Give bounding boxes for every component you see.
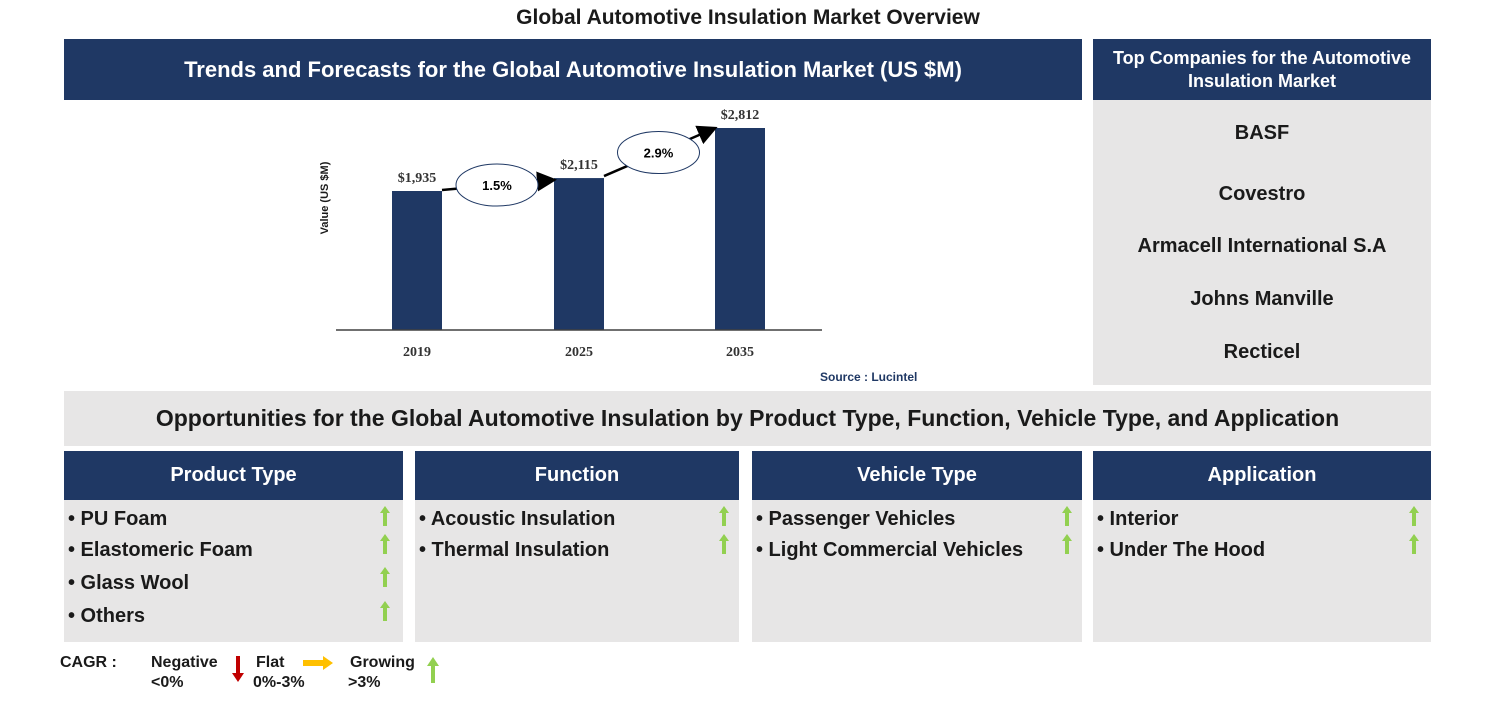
company-name: BASF xyxy=(1234,122,1290,144)
legend-flat-label: Flat xyxy=(256,654,285,671)
up-arrow-icon xyxy=(1062,506,1072,526)
company-name: Covestro xyxy=(1218,183,1306,205)
cagr-bubble xyxy=(455,163,539,207)
legend-cagr-label: CAGR : xyxy=(60,654,117,671)
right-arrow-icon xyxy=(303,656,333,670)
x-tick-label: 2019 xyxy=(403,345,431,360)
up-arrow-icon xyxy=(380,506,390,526)
legend-negative-range: <0% xyxy=(151,674,184,691)
segment-panel-function: • Acoustic Insulation • Thermal Insulati… xyxy=(415,500,739,642)
segment-header-function: Function xyxy=(415,451,739,500)
cagr-bubble xyxy=(617,131,700,175)
segment-panel-vehicle-type: • Passenger Vehicles • Light Commercial … xyxy=(752,500,1082,642)
cagr-label: 1.5% xyxy=(482,178,512,193)
source-note: Source : Lucintel xyxy=(820,370,918,384)
segment-item: • Thermal Insulation xyxy=(419,539,610,561)
segment-header-application: Application xyxy=(1093,451,1431,500)
segment-panel-product-type: • PU Foam • Elastomeric Foam • Glass Woo… xyxy=(64,500,403,642)
up-arrow-icon xyxy=(380,534,390,554)
segment-panel-application: • Interior • Under The Hood xyxy=(1093,500,1431,642)
cagr-label: 2.9% xyxy=(644,146,674,161)
up-arrow-icon xyxy=(1062,534,1072,554)
segment-header-vehicle-type: Vehicle Type xyxy=(752,451,1082,500)
up-arrow-icon xyxy=(427,657,439,683)
bar-value-label: $1,935 xyxy=(398,171,437,186)
up-arrow-icon xyxy=(719,534,729,554)
bar-2035 xyxy=(715,128,765,330)
bar-value-label: $2,812 xyxy=(721,108,760,123)
legend-negative-label: Negative xyxy=(151,654,218,671)
bar-chart: Value (US $M) $1,935 2019 $2,115 2025 $2,812… xyxy=(319,108,822,360)
bar-2019 xyxy=(392,191,442,330)
segment-item: • Under The Hood xyxy=(1097,539,1266,561)
company-name: Johns Manville xyxy=(1190,288,1334,310)
bar-value-label: $2,115 xyxy=(560,158,598,173)
legend-growing-range: >3% xyxy=(348,674,381,691)
page-title: Global Automotive Insulation Market Over… xyxy=(516,6,980,29)
up-arrow-icon xyxy=(380,567,390,587)
up-arrow-icon xyxy=(719,506,729,526)
x-tick-label: 2025 xyxy=(565,345,593,360)
company-name: Armacell International S.A xyxy=(1137,235,1387,257)
segment-item: • Interior xyxy=(1097,508,1179,530)
segment-item: • Elastomeric Foam xyxy=(68,539,253,561)
companies-header: Top Companies for the Automotive Insulat… xyxy=(1093,39,1431,100)
segment-item: • Glass Wool xyxy=(68,572,190,594)
x-tick-label: 2035 xyxy=(726,345,754,360)
y-axis-label: Value (US $M) xyxy=(319,161,331,234)
legend-growing-label: Growing xyxy=(350,654,415,671)
segment-item: • Light Commercial Vehicles xyxy=(756,539,1024,561)
trends-header: Trends and Forecasts for the Global Auto… xyxy=(64,39,1082,100)
segment-item: • PU Foam xyxy=(68,508,168,530)
segment-item: • Passenger Vehicles xyxy=(756,508,956,530)
companies-panel: BASF Covestro Armacell International S.A… xyxy=(1093,100,1431,385)
up-arrow-icon xyxy=(1409,534,1419,554)
bar-2025 xyxy=(554,178,604,330)
opportunities-header: Opportunities for the Global Automotive … xyxy=(64,391,1431,446)
segment-item: • Acoustic Insulation xyxy=(419,508,616,530)
company-name: Recticel xyxy=(1223,341,1301,363)
up-arrow-icon xyxy=(1409,506,1419,526)
segment-item: • Others xyxy=(68,605,146,627)
legend-flat-range: 0%-3% xyxy=(253,674,305,691)
down-arrow-icon xyxy=(232,656,244,682)
up-arrow-icon xyxy=(380,601,390,621)
segment-header-product-type: Product Type xyxy=(64,451,403,500)
